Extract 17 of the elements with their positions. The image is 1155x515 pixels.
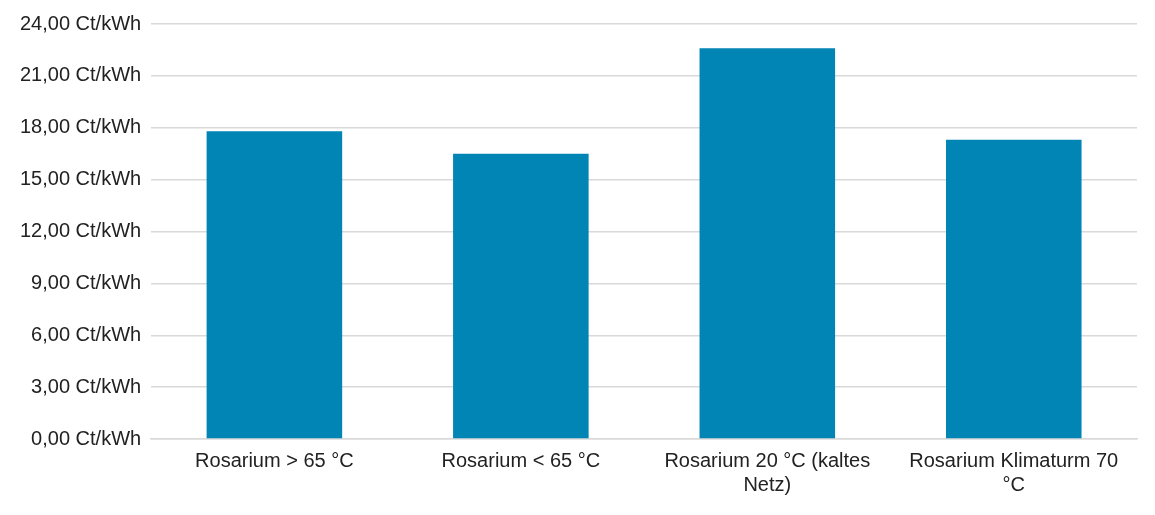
bar xyxy=(206,131,343,439)
y-tick-label: 0,00 Ct/kWh xyxy=(31,426,142,449)
bar xyxy=(699,48,836,439)
bar xyxy=(945,139,1082,439)
x-tick-label: Rosarium < 65 °C xyxy=(441,448,601,471)
y-tick-label: 3,00 Ct/kWh xyxy=(31,374,142,397)
x-tick-label: Rosarium Klimaturm 70 °C xyxy=(909,448,1119,495)
y-tick-label: 12,00 Ct/kWh xyxy=(19,219,142,242)
y-tick-label: 6,00 Ct/kWh xyxy=(31,322,142,345)
x-tick-label: Rosarium 20 °C (kaltes Netz) xyxy=(664,448,871,495)
y-tick-label: 9,00 Ct/kWh xyxy=(31,270,142,293)
bar xyxy=(453,153,589,439)
x-tick-label: Rosarium > 65 °C xyxy=(195,448,354,471)
y-tick-label: 15,00 Ct/kWh xyxy=(19,167,142,190)
y-tick-label: 24,00 Ct/kWh xyxy=(19,11,142,34)
y-tick-label: 18,00 Ct/kWh xyxy=(19,115,142,138)
y-tick-label: 21,00 Ct/kWh xyxy=(19,63,142,86)
